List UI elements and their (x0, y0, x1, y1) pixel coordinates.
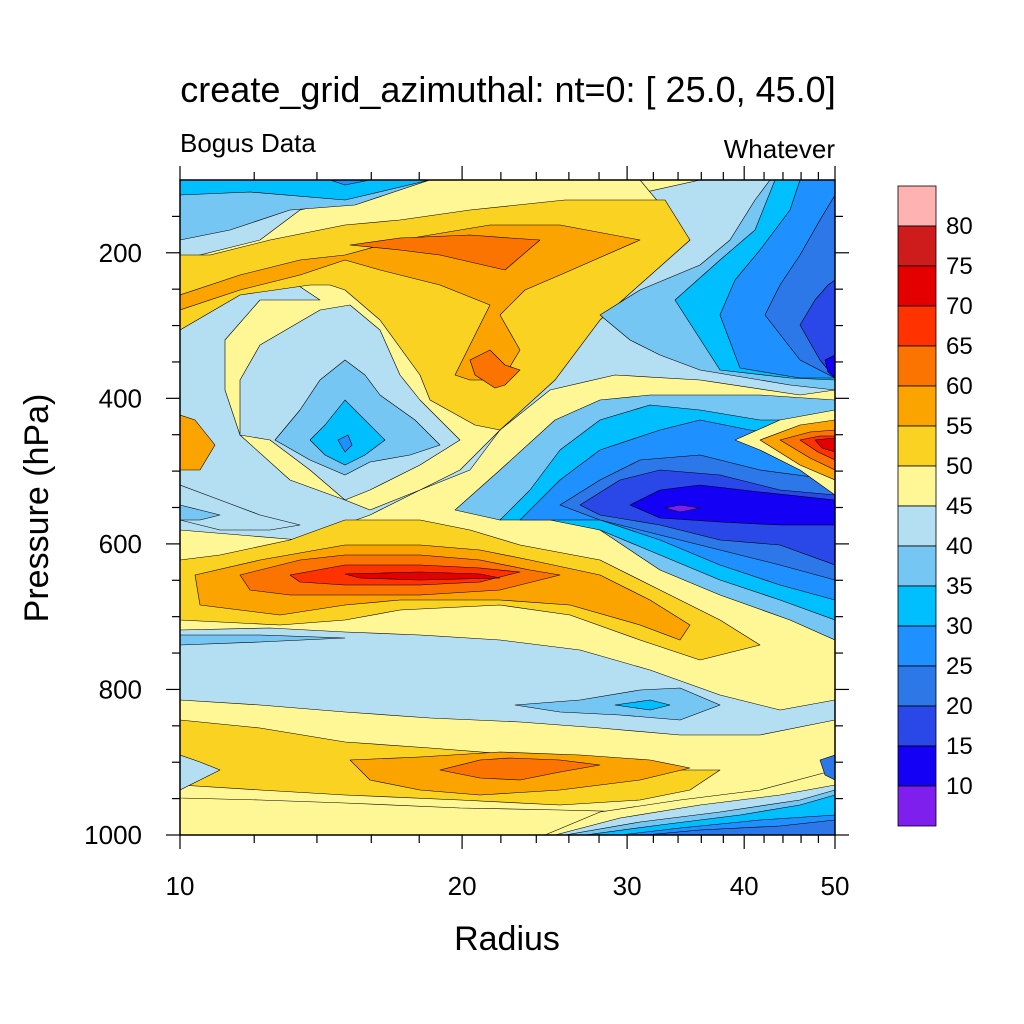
contour-band-40 (180, 754, 221, 791)
contour-band-40 (180, 484, 301, 531)
y-axis-label: Pressure (hPa) (18, 394, 56, 623)
y-tick-label: 400 (99, 383, 142, 413)
x-axis-label: Radius (454, 920, 560, 958)
colorbar-swatch (897, 265, 937, 307)
contour-band-60 (349, 234, 541, 271)
contour-band-30 (614, 699, 671, 711)
colorbar-swatch (897, 785, 937, 827)
contour-band-5 (664, 504, 701, 513)
x-tick-label: 50 (821, 871, 850, 901)
colorbar-swatch (897, 225, 937, 267)
colorbar-label: 55 (946, 413, 973, 440)
colorbar-label: 15 (946, 733, 973, 760)
colorbar-label: 20 (946, 693, 973, 720)
colorbar-label: 65 (946, 333, 973, 360)
colorbar-label: 30 (946, 613, 973, 640)
contour-fills (180, 180, 835, 835)
colorbar-swatch (897, 705, 937, 747)
contour-band-30 (180, 180, 431, 201)
y-tick-label: 600 (99, 529, 142, 559)
x-tick-label: 40 (730, 871, 759, 901)
colorbar-label: 60 (946, 373, 973, 400)
colorbar-swatch (897, 545, 937, 587)
right-subtitle: Whatever (724, 134, 836, 164)
contour-band-60 (469, 349, 521, 389)
contour-band-15 (799, 279, 835, 379)
chart-title: create_grid_azimuthal: nt=0: [ 25.0, 45.… (180, 69, 835, 110)
x-tick-label: 20 (448, 871, 477, 901)
colorbar-swatch (897, 425, 937, 467)
colorbar-swatch (897, 505, 937, 547)
colorbar-label: 35 (946, 573, 973, 600)
colorbar-label: 10 (946, 773, 973, 800)
x-tick-label: 10 (166, 871, 195, 901)
left-subtitle: Bogus Data (180, 128, 316, 158)
contour-band-35 (180, 504, 221, 521)
colorbar-label: 70 (946, 293, 973, 320)
colorbar-swatch (897, 665, 937, 707)
y-tick-label: 800 (99, 674, 142, 704)
colorbar-swatch (897, 345, 937, 387)
y-tick-labels: 200 400 600 800 1000 (84, 238, 142, 850)
colorbar-swatch (897, 625, 937, 667)
colorbar-label: 40 (946, 533, 973, 560)
contour-band-20 (819, 754, 835, 781)
contour-band-10 (824, 354, 835, 379)
colorbar-label: 50 (946, 453, 973, 480)
contour-band-55 (180, 414, 216, 471)
colorbar-swatch (897, 385, 937, 427)
contour-band-30 (309, 399, 386, 466)
contour-band-35 (180, 634, 346, 646)
contour-band-70 (814, 437, 835, 453)
contour-band-25 (329, 180, 371, 186)
contour-band-60 (439, 757, 601, 781)
contour-band-70 (344, 571, 501, 581)
contour-band-10 (629, 484, 835, 526)
colorbar-swatch (897, 305, 937, 347)
colorbar-label: 75 (946, 253, 973, 280)
colorbar-label: 45 (946, 493, 973, 520)
colorbar-swatch (897, 585, 937, 627)
colorbar-swatch (897, 465, 937, 507)
contour-band-35 (514, 687, 721, 721)
contour-band-25 (337, 434, 353, 453)
colorbar-swatch (897, 185, 937, 227)
y-tick-label: 200 (99, 238, 142, 268)
axis-ticks (166, 166, 849, 849)
x-tick-label: 30 (613, 871, 642, 901)
y-tick-label: 1000 (84, 820, 142, 850)
colorbar-label: 80 (946, 213, 973, 240)
colorbar-label: 25 (946, 653, 973, 680)
colorbar-swatch (897, 745, 937, 787)
colorbar: 80 75 70 65 60 55 50 45 40 35 30 25 20 15 10 (897, 185, 973, 827)
x-tick-labels: 10 20 30 40 50 (166, 871, 850, 901)
contour-band-20 (644, 819, 835, 835)
